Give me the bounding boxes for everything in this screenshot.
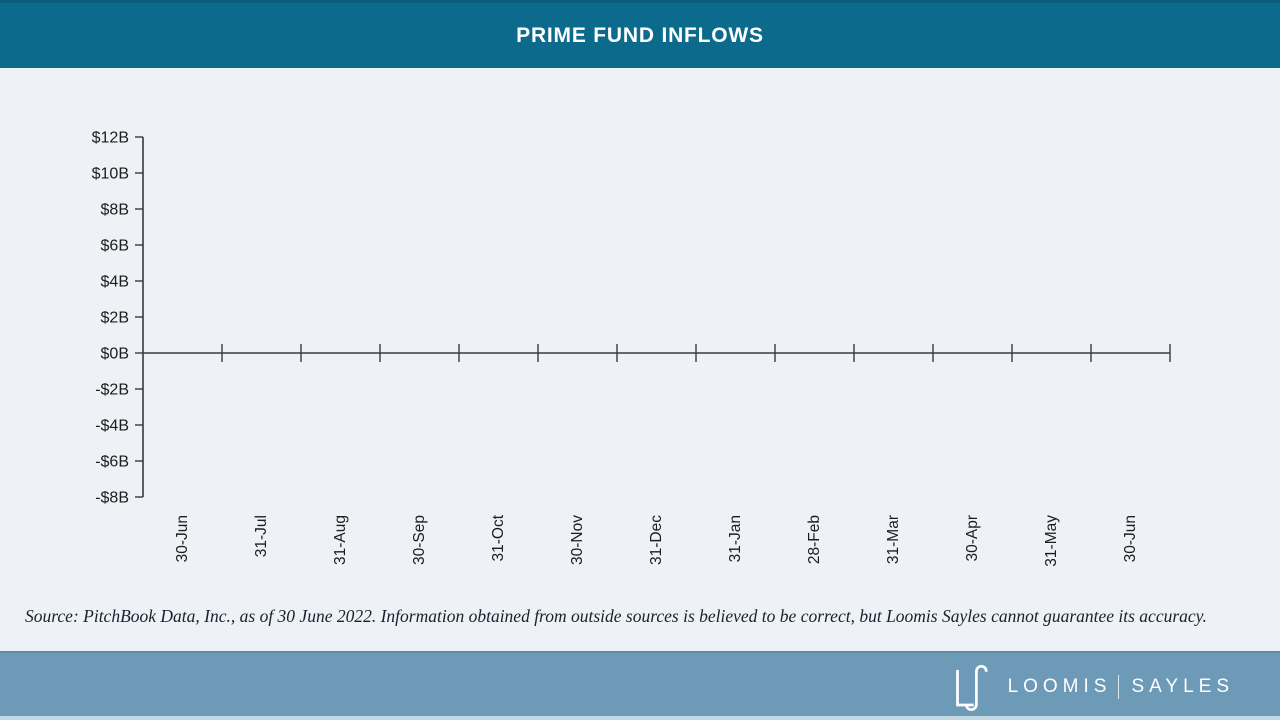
chart-x-label: 28-Feb: [806, 515, 823, 564]
chart-tick-label: -$6B: [95, 454, 129, 471]
chart-tick-label: -$4B: [95, 418, 129, 435]
ls-monogram-icon: [955, 664, 988, 711]
chart-x-label: 30-Jun: [1122, 515, 1139, 562]
chart-tick-label: $6B: [101, 238, 129, 255]
chart-x-label: 30-Nov: [569, 515, 586, 565]
chart-x-label: 31-Aug: [332, 515, 349, 565]
brand-word-loomis: LOOMIS: [1007, 676, 1112, 697]
brand-block: LOOMIS SAYLES: [948, 661, 1234, 713]
header-bar: PRIME FUND INFLOWS: [0, 0, 1280, 68]
chart-tick-label: $8B: [101, 202, 129, 219]
chart-tick-label: -$8B: [95, 490, 129, 507]
chart-x-label: 30-Sep: [411, 515, 428, 565]
brand-words: LOOMIS SAYLES: [1008, 675, 1234, 699]
brand-word-sayles: SAYLES: [1131, 676, 1234, 697]
chart-x-label: 31-Oct: [490, 514, 507, 561]
chart-tick-label: $12B: [92, 130, 129, 147]
chart-tick-label: -$2B: [95, 382, 129, 399]
chart-tick-label: $0B: [101, 346, 129, 363]
chart-x-label: 31-Jan: [727, 515, 744, 562]
chart-tick-label: $2B: [101, 310, 129, 327]
footer-bar: LOOMIS SAYLES: [0, 651, 1280, 720]
chart-tick-label: $4B: [101, 274, 129, 291]
brand-divider: [1118, 675, 1120, 699]
chart-x-label: 31-Dec: [648, 515, 665, 565]
chart-tick-label: $10B: [92, 166, 129, 183]
chart-x-label: 31-Mar: [885, 515, 902, 564]
chart-x-label: 31-Jul: [253, 515, 270, 557]
page-title: PRIME FUND INFLOWS: [516, 23, 764, 47]
source-note: Source: PitchBook Data, Inc., as of 30 J…: [25, 606, 1207, 626]
chart-x-label: 30-Jun: [174, 515, 191, 562]
chart-x-label: 31-May: [1043, 515, 1060, 567]
chart-x-label: 30-Apr: [964, 515, 981, 562]
